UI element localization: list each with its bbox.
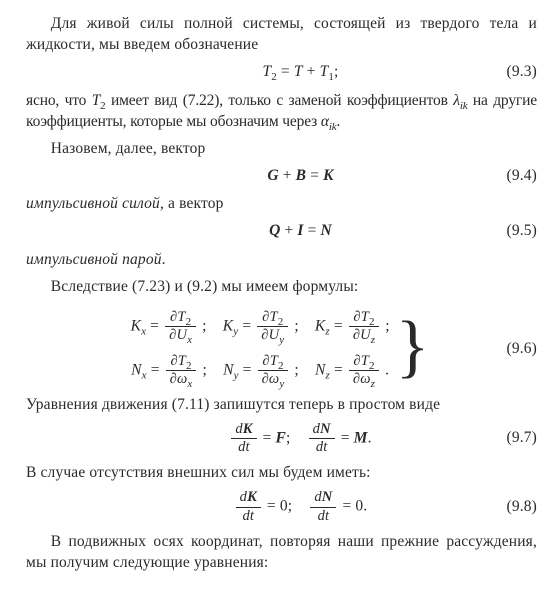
fraction: ∂T2 ∂ωx [164,354,199,387]
paragraph: В случае отсутствия внешних сил мы будем… [26,463,537,484]
equation-number: (9.6) [483,339,537,360]
fraction: dK dt [234,490,263,523]
equation-9-6: Kx = ∂T2 ∂Ux ; Ky = ∂T2 ∂Uy ; Kz = [26,304,537,395]
equation-9-4: G + B = K (9.4) [26,166,537,187]
equation-9-5: Q + I = N (9.5) [26,221,537,242]
equation-number: (9.5) [483,221,537,242]
fraction: ∂T2 ∂ωy [256,354,291,387]
equation-number: (9.3) [483,62,537,83]
equation-number: (9.8) [483,497,537,518]
right-brace-icon: } [390,312,430,382]
paragraph: Назовем, далее, вектор [26,139,537,160]
fraction: ∂T2 ∂ωz [347,354,381,387]
fraction: ∂T2 ∂Uz [347,310,381,343]
sym-T: T [262,63,271,80]
equation-9-8: dK dt = 0; dN dt = 0. (9.8) [26,490,537,523]
paragraph: В подвижных осях координат, повторяя наш… [26,532,537,574]
equation-9-7: dK dt = F; dN dt = M. (9.7) [26,422,537,455]
fraction: ∂T2 ∂Ux [163,310,198,343]
equation-number: (9.7) [483,428,537,449]
fraction: dN dt [308,490,338,523]
paragraph: Вследствие (7.23) и (9.2) мы имеем форму… [26,277,537,298]
fraction: dN dt [307,422,337,455]
paragraph: импульсивной силой, а вектор [26,194,537,215]
paragraph: ясно, что T2 имеет вид (7.22), только с … [26,91,537,133]
page: Для живой силы полной системы, состоящей… [0,0,559,598]
fraction: ∂T2 ∂Uy [255,310,290,343]
paragraph: Уравнения движения (7.11) запишутся тепе… [26,395,537,416]
equation-number: (9.4) [483,166,537,187]
fraction: dK dt [229,422,258,455]
paragraph: импульсивной парой. [26,250,537,271]
equation-9-3: T2 = T + T1; (9.3) [26,62,537,83]
paragraph: Для живой силы полной системы, состоящей… [26,14,537,56]
